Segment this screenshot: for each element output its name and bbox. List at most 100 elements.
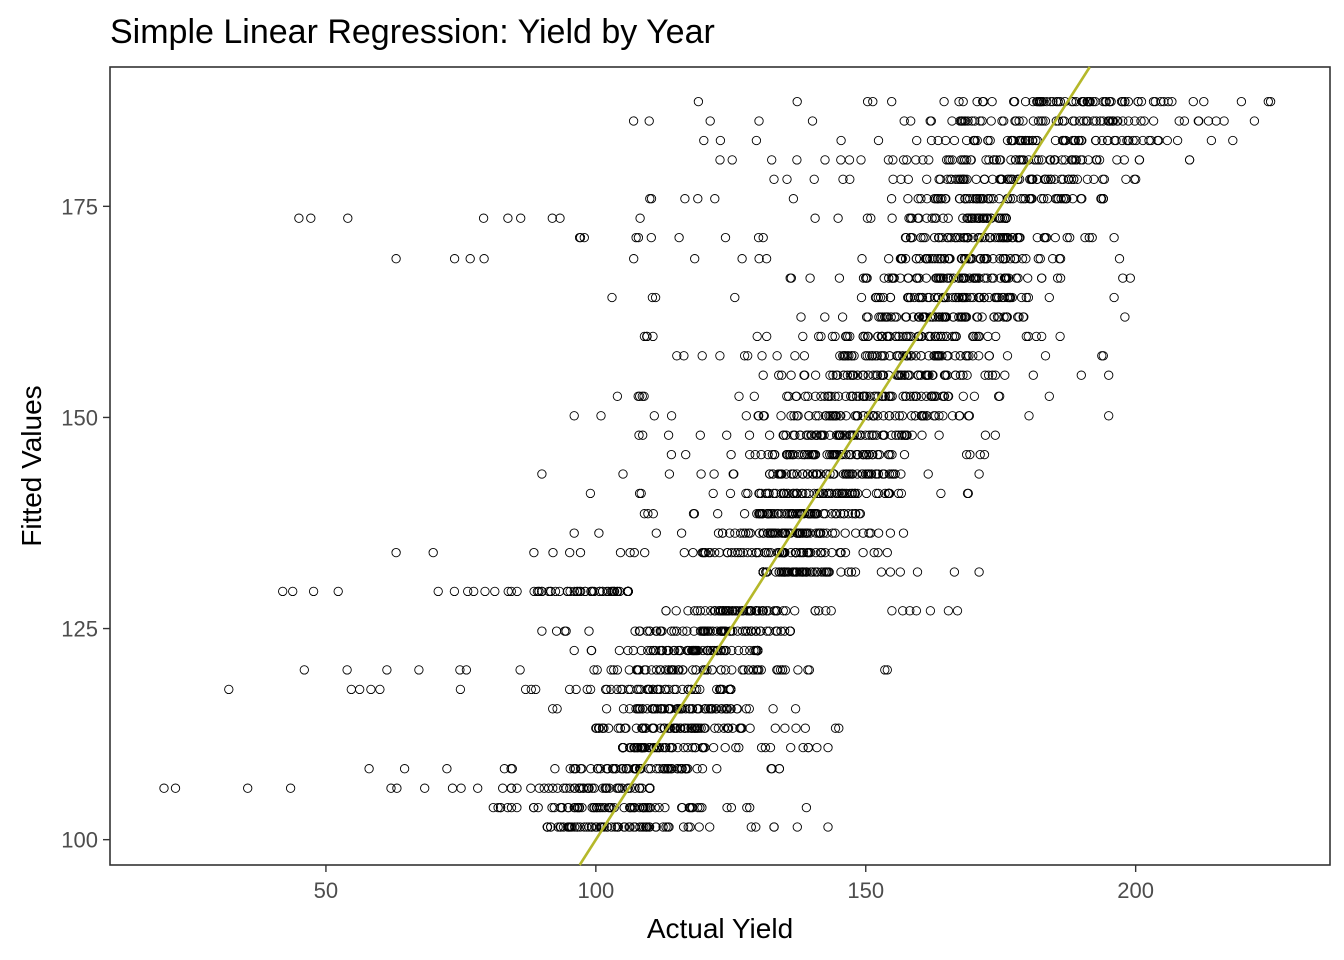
data-point (651, 645, 661, 656)
data-point (935, 331, 946, 342)
data-point (913, 213, 923, 223)
data-point (765, 528, 775, 538)
data-point (805, 547, 816, 558)
data-point (970, 116, 980, 126)
data-point (815, 547, 826, 558)
data-point (1131, 135, 1141, 146)
data-point (924, 331, 934, 342)
data-point (428, 547, 438, 558)
data-point (744, 430, 755, 440)
data-point (790, 351, 800, 361)
data-point (975, 449, 985, 460)
data-point (386, 783, 396, 793)
data-point (1014, 116, 1024, 126)
data-point (789, 411, 799, 421)
data-point (683, 742, 693, 753)
data-point (1024, 135, 1034, 146)
data-point (552, 704, 562, 714)
data-point (922, 411, 932, 421)
data-point (767, 449, 778, 460)
data-point (730, 547, 740, 558)
data-point (449, 254, 460, 264)
data-point (1014, 312, 1024, 322)
data-point (1228, 135, 1238, 146)
data-point (887, 449, 897, 460)
data-point (697, 764, 708, 774)
data-point (955, 351, 965, 361)
data-point (945, 174, 955, 184)
data-point (1009, 96, 1020, 107)
data-point (887, 391, 897, 401)
data-point (796, 312, 806, 322)
data-point (943, 606, 954, 616)
data-point (549, 802, 559, 813)
data-point (533, 802, 543, 813)
data-point (726, 547, 737, 558)
data-point (651, 665, 662, 675)
data-point (465, 254, 475, 264)
data-point (751, 626, 761, 636)
data-point (896, 469, 906, 479)
data-point (606, 822, 617, 832)
data-point (1037, 273, 1047, 283)
data-point (700, 606, 710, 616)
data-point (631, 232, 641, 243)
data-point (687, 645, 697, 656)
data-point (490, 586, 500, 597)
data-point (1069, 116, 1080, 126)
data-point (1039, 194, 1049, 204)
data-point (589, 665, 599, 675)
data-point (449, 586, 460, 597)
data-point (278, 586, 288, 597)
data-point (602, 586, 612, 597)
data-point (991, 331, 1001, 342)
data-point (1052, 194, 1062, 204)
data-point (1016, 194, 1026, 204)
data-point (243, 783, 253, 793)
data-point (929, 292, 940, 303)
data-point (1007, 292, 1017, 303)
data-point (768, 469, 778, 479)
data-point (801, 567, 811, 577)
data-point (913, 331, 923, 342)
data-point (851, 449, 861, 460)
data-point (635, 822, 645, 832)
data-point (620, 723, 630, 733)
data-point (555, 213, 565, 223)
data-point (972, 96, 982, 107)
data-point (832, 509, 842, 519)
data-point (366, 684, 376, 695)
data-point (934, 430, 944, 440)
data-point (847, 509, 858, 519)
data-point (873, 292, 883, 303)
data-point (565, 764, 575, 774)
data-point (1062, 232, 1072, 243)
data-point (737, 606, 748, 616)
data-point (884, 391, 894, 401)
data-point (716, 626, 727, 636)
data-point (973, 331, 983, 342)
data-point (763, 606, 774, 616)
data-point (682, 626, 692, 636)
data-point (735, 547, 746, 558)
data-point (792, 155, 802, 165)
data-point (705, 822, 715, 832)
data-point (799, 449, 810, 460)
data-point (629, 802, 639, 813)
data-point (773, 665, 783, 675)
data-point (762, 567, 772, 577)
data-point (1027, 174, 1037, 184)
data-point (695, 430, 705, 440)
data-point (960, 292, 970, 303)
data-point (820, 391, 830, 401)
data-point (816, 391, 826, 401)
data-point (871, 292, 881, 303)
data-point (754, 116, 764, 126)
data-point (794, 528, 804, 538)
data-point (1034, 155, 1044, 165)
data-point (857, 370, 868, 380)
data-point (878, 411, 889, 421)
data-point (873, 528, 884, 538)
data-point (1249, 116, 1260, 126)
data-point (758, 509, 768, 519)
